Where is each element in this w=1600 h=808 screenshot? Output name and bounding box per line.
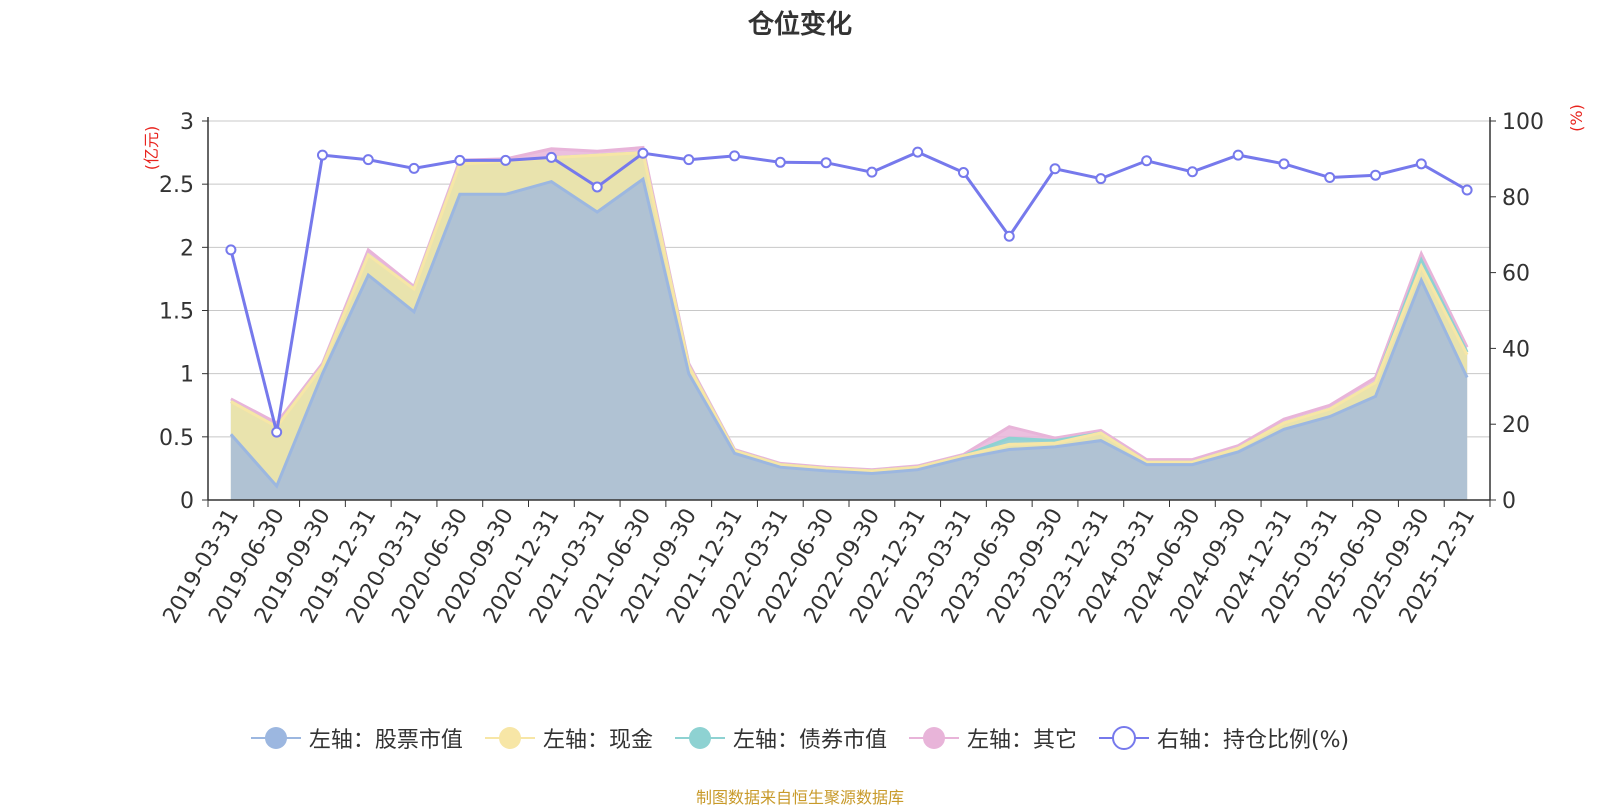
ratio-point-2022-06-30 bbox=[820, 157, 832, 169]
ratio-point-2021-09-30 bbox=[683, 154, 695, 166]
left-tick-label-2: 2 bbox=[180, 236, 194, 261]
area-stock bbox=[230, 179, 1468, 500]
legend-item-ratio[interactable]: 右轴：持仓比例(%) bbox=[1098, 722, 1350, 754]
right-tick-label-60: 60 bbox=[1502, 262, 1530, 287]
left-tick-label-0.5: 0.5 bbox=[159, 426, 194, 451]
position-change-chart: 00.511.522.530204060801002019-03-312019-… bbox=[142, 104, 1586, 628]
ratio-point-2023-03-31 bbox=[957, 167, 969, 179]
left-tick-label-3: 3 bbox=[180, 110, 194, 135]
ratio-point-2025-06-30 bbox=[1370, 169, 1382, 181]
ratio-point-2023-06-30 bbox=[1003, 230, 1015, 242]
legend-label-stock: 左轴：股票市值 bbox=[308, 728, 463, 753]
ratio-point-2024-06-30 bbox=[1186, 166, 1198, 178]
legend-item-stock[interactable]: 左轴：股票市值 bbox=[250, 722, 463, 754]
legend-label-cash: 左轴：现金 bbox=[542, 728, 653, 753]
ratio-point-2023-12-31 bbox=[1095, 173, 1107, 185]
legend-label-ratio: 右轴：持仓比例(%) bbox=[1156, 728, 1350, 753]
stacked-areas bbox=[229, 145, 1469, 500]
legend-item-cash[interactable]: 左轴：现金 bbox=[484, 722, 653, 754]
ratio-point-2021-06-30 bbox=[637, 147, 649, 159]
ratio-point-2019-12-31 bbox=[362, 154, 374, 166]
chart-title: 仓位变化 bbox=[747, 10, 852, 40]
right-tick-label-100: 100 bbox=[1502, 110, 1544, 135]
ratio-point-2022-12-31 bbox=[912, 146, 924, 158]
ratio-point-2019-06-30 bbox=[271, 426, 283, 438]
ratio-point-2020-09-30 bbox=[500, 154, 512, 166]
left-tick-label-0: 0 bbox=[180, 489, 194, 514]
legend-label-other: 左轴：其它 bbox=[966, 728, 1077, 753]
legend-marker-ratio bbox=[1098, 726, 1149, 750]
ratio-point-2025-03-31 bbox=[1324, 171, 1336, 183]
ratio-point-2022-09-30 bbox=[866, 166, 878, 178]
ratio-point-2022-03-31 bbox=[774, 156, 786, 168]
ratio-point-2019-09-30 bbox=[316, 149, 328, 161]
legend: 左轴：股票市值 左轴：现金 左轴：债券市值 左轴：其它 右轴：持仓比例(%) bbox=[0, 722, 1600, 754]
right-axis-unit-label: (%) bbox=[1567, 104, 1586, 132]
legend-marker-cash bbox=[484, 727, 535, 749]
right-tick-label-20: 20 bbox=[1502, 413, 1530, 438]
ratio-point-2025-09-30 bbox=[1415, 158, 1427, 170]
ratio-point-2020-03-31 bbox=[408, 162, 420, 174]
legend-item-bond[interactable]: 左轴：债券市值 bbox=[674, 722, 887, 754]
ratio-point-2021-12-31 bbox=[729, 150, 741, 162]
right-tick-label-80: 80 bbox=[1502, 186, 1530, 211]
data-source-note: 制图数据来自恒生聚源数据库 bbox=[695, 788, 904, 807]
legend-marker-bond bbox=[674, 727, 725, 749]
ratio-line bbox=[225, 146, 1473, 438]
left-tick-label-1.5: 1.5 bbox=[159, 300, 194, 325]
ratio-point-2023-09-30 bbox=[1049, 163, 1061, 175]
left-tick-label-1: 1 bbox=[180, 363, 194, 388]
legend-item-other[interactable]: 左轴：其它 bbox=[908, 722, 1077, 754]
ratio-point-2020-12-31 bbox=[545, 151, 557, 163]
ratio-series-line bbox=[229, 150, 1468, 433]
right-tick-label-0: 0 bbox=[1502, 489, 1516, 514]
area-edge-stock bbox=[229, 176, 1469, 489]
ratio-point-2020-06-30 bbox=[454, 154, 466, 166]
ratio-point-2024-09-30 bbox=[1232, 149, 1244, 161]
legend-label-bond: 左轴：债券市值 bbox=[732, 728, 887, 753]
ratio-point-2021-03-31 bbox=[591, 181, 603, 193]
left-axis-unit-label: (亿元) bbox=[142, 126, 161, 171]
legend-marker-other bbox=[908, 727, 959, 749]
ratio-point-2024-12-31 bbox=[1278, 158, 1290, 170]
area-edge-cash bbox=[230, 151, 1469, 473]
right-tick-label-40: 40 bbox=[1502, 337, 1530, 362]
legend-marker-stock bbox=[250, 727, 301, 749]
ratio-point-2024-03-31 bbox=[1141, 155, 1153, 167]
left-tick-label-2.5: 2.5 bbox=[159, 173, 194, 198]
ratio-point-2019-03-31 bbox=[225, 244, 237, 256]
ratio-point-2025-12-31 bbox=[1461, 184, 1473, 196]
